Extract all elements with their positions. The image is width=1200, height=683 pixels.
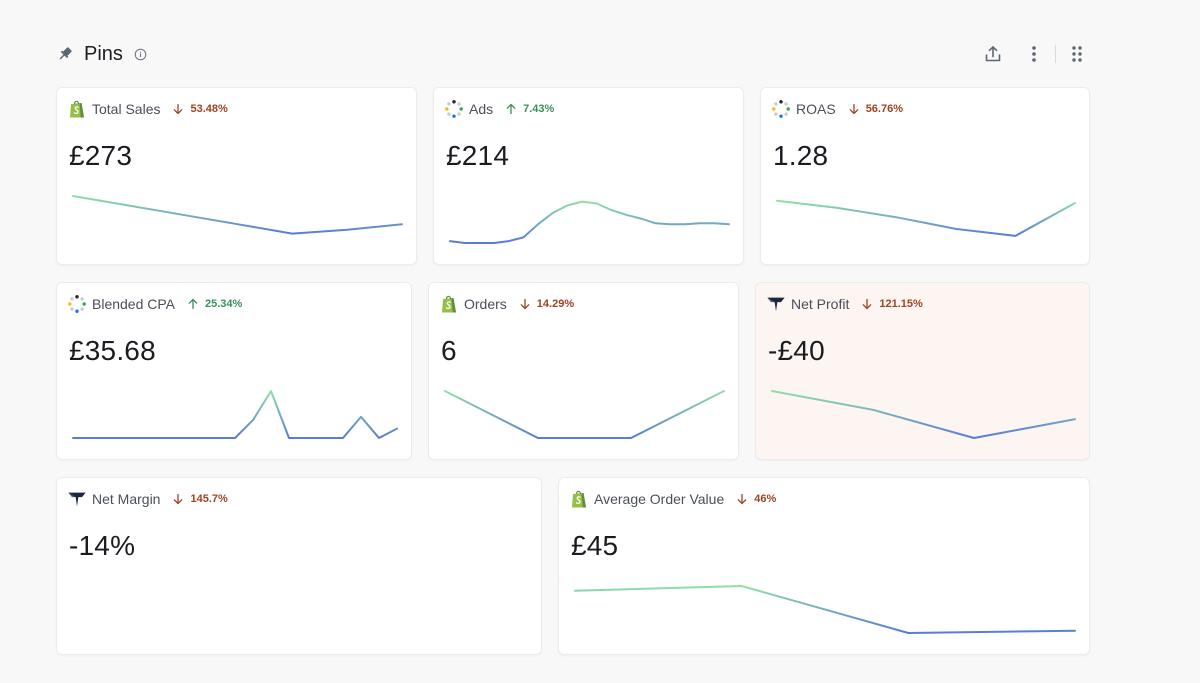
arrow-up-icon (505, 103, 517, 115)
delta-badge: 25.34% (187, 298, 242, 310)
delta-badge: 145.7% (172, 493, 228, 505)
delta-value: 7.43% (523, 103, 555, 115)
sparkline-path (444, 390, 725, 439)
metric-name: ROAS (796, 101, 836, 117)
delta-badge: 46% (736, 493, 776, 505)
card-header: Net Profit 121.15% (766, 294, 923, 314)
metric-card-orders[interactable]: Orders 14.29% 6 (428, 282, 739, 460)
delta-value: 145.7% (190, 493, 228, 505)
metric-value: -14% (69, 530, 136, 561)
delta-value: 46% (754, 493, 777, 505)
metric-value: -£40 (768, 335, 825, 366)
delta-value: 53.48% (190, 103, 228, 115)
drag-handle-icon[interactable] (1064, 41, 1090, 67)
metric-value: £214 (446, 140, 510, 171)
metric-value: £45 (571, 530, 619, 561)
sparkline (444, 390, 725, 439)
metric-value: £35.68 (69, 335, 156, 366)
card-header: Average Order Value 46% (569, 489, 776, 509)
sparkline (72, 390, 398, 439)
metric-name: Average Order Value (594, 491, 725, 507)
metric-value: 6 (441, 335, 457, 366)
card-header: Orders 14.29% (439, 294, 574, 314)
card-header: ROAS 56.76% (771, 99, 903, 119)
metric-name: Ads (469, 101, 494, 117)
card-header: Blended CPA 25.34% (67, 294, 242, 314)
metric-card-roas[interactable]: ROAS 56.76% 1.28 (760, 87, 1090, 265)
shopify-icon (569, 489, 589, 509)
sparkline-path (72, 195, 403, 235)
info-icon[interactable] (134, 48, 147, 61)
metric-name: Blended CPA (92, 296, 176, 312)
page-title: Pins (84, 42, 123, 65)
sparkline (72, 195, 403, 235)
sparkline (771, 390, 1076, 439)
metric-name: Orders (464, 296, 507, 312)
metric-card-total-sales[interactable]: Total Sales 53.48% £273 (56, 87, 417, 265)
delta-value: 121.15% (879, 298, 923, 310)
more-options-icon[interactable] (1021, 41, 1047, 67)
pins-header: Pins (55, 38, 1090, 70)
metric-card-average-order-value[interactable]: Average Order Value 46% £45 (558, 477, 1090, 655)
header-divider (1055, 45, 1056, 63)
metric-name: Net Profit (791, 296, 850, 312)
shopify-icon (67, 99, 87, 119)
sparkline (449, 200, 730, 244)
arrow-down-icon (172, 493, 184, 505)
shopify-icon (439, 294, 459, 314)
sparkline-path (72, 390, 398, 439)
arrow-down-icon (848, 103, 860, 115)
metric-card-net-profit[interactable]: Net Profit 121.15% -£40 (755, 282, 1090, 460)
sparkline-path (574, 585, 1076, 634)
delta-value: 56.76% (865, 103, 903, 115)
ads-sources-icon (771, 99, 791, 119)
triple-whale-icon (766, 294, 786, 314)
ads-sources-icon (67, 294, 87, 314)
arrow-down-icon (861, 298, 873, 310)
delta-value: 25.34% (205, 298, 243, 310)
arrow-down-icon (736, 493, 748, 505)
delta-badge: 56.76% (848, 103, 903, 115)
ads-sources-icon (444, 99, 464, 119)
card-header: Net Margin 145.7% (67, 489, 228, 509)
delta-badge: 14.29% (519, 298, 574, 310)
card-header: Total Sales 53.48% (67, 99, 228, 119)
arrow-down-icon (519, 298, 531, 310)
arrow-up-icon (187, 298, 199, 310)
triple-whale-icon (67, 489, 87, 509)
pin-icon (55, 44, 75, 64)
sparkline-path (449, 200, 730, 244)
metric-name: Total Sales (92, 101, 161, 117)
arrow-down-icon (172, 103, 184, 115)
delta-value: 14.29% (536, 298, 575, 310)
metric-card-blended-cpa[interactable]: Blended CPA 25.34% £35.68 (56, 282, 412, 460)
share-icon[interactable] (980, 41, 1006, 67)
sparkline-path (776, 199, 1076, 237)
delta-badge: 53.48% (172, 103, 228, 115)
metric-name: Net Margin (92, 491, 161, 507)
delta-badge: 7.43% (505, 103, 554, 115)
sparkline-path (771, 390, 1076, 439)
metric-value: £273 (69, 140, 133, 171)
metric-value: 1.28 (773, 140, 829, 171)
delta-badge: 121.15% (861, 298, 923, 310)
card-header: Ads 7.43% (444, 99, 554, 119)
sparkline (776, 199, 1076, 237)
header-actions (980, 41, 1090, 67)
metric-card-ads[interactable]: Ads 7.43% £214 (433, 87, 744, 265)
sparkline (574, 585, 1076, 634)
metric-card-net-margin[interactable]: Net Margin 145.7% -14% (56, 477, 542, 655)
